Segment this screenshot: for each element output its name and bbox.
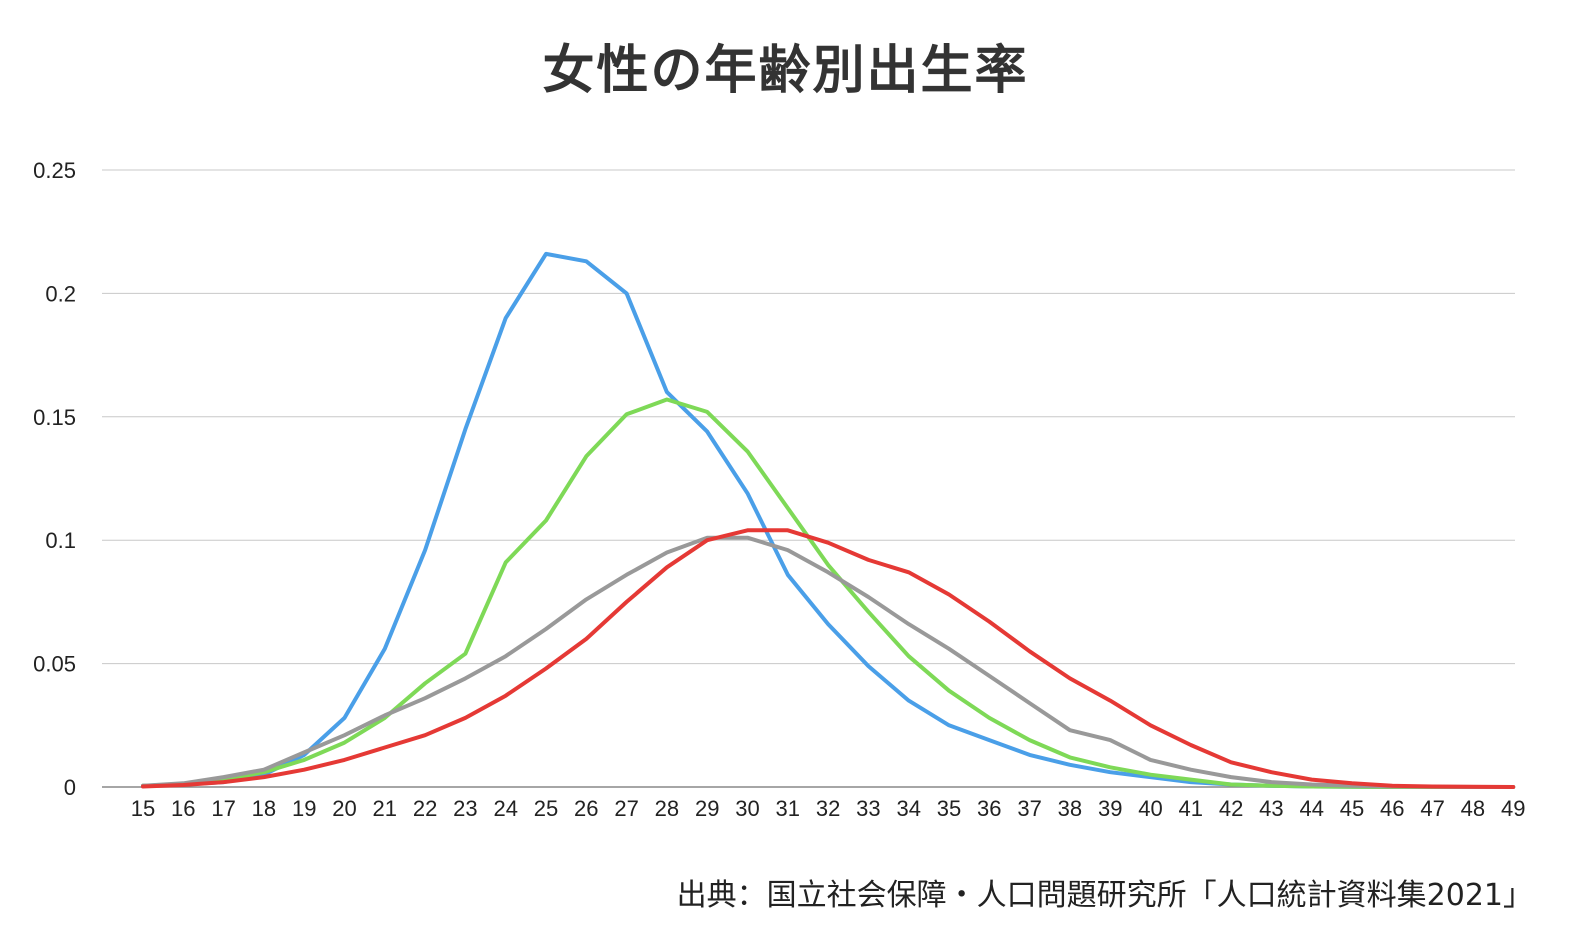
x-tick-label: 45 bbox=[1340, 796, 1364, 821]
x-tick-label: 29 bbox=[695, 796, 719, 821]
x-tick-label: 49 bbox=[1501, 796, 1525, 821]
series-line-2 bbox=[141, 397, 1516, 789]
x-tick-label: 40 bbox=[1138, 796, 1162, 821]
x-tick-label: 42 bbox=[1219, 796, 1243, 821]
x-tick-label: 30 bbox=[735, 796, 759, 821]
x-tick-label: 48 bbox=[1461, 796, 1485, 821]
y-tick-label: 0.05 bbox=[33, 652, 76, 677]
grid-lines bbox=[102, 169, 1515, 788]
x-tick-label: 28 bbox=[655, 796, 679, 821]
y-axis-ticks: 0 0.05 0.1 0.15 0.2 0.25 bbox=[33, 158, 76, 800]
source-note: 出典：国立社会保障・人口問題研究所「人口統計資料集2021」 bbox=[676, 878, 1533, 913]
x-tick-label: 16 bbox=[171, 796, 195, 821]
series-lines bbox=[141, 251, 1516, 789]
x-tick-label: 17 bbox=[211, 796, 235, 821]
x-tick-label: 27 bbox=[614, 796, 638, 821]
series-line-3 bbox=[141, 535, 1516, 789]
x-tick-label: 23 bbox=[453, 796, 477, 821]
chart-title: 女性の年齢別出生率 bbox=[542, 41, 1029, 101]
x-tick-label: 38 bbox=[1058, 796, 1082, 821]
x-tick-label: 39 bbox=[1098, 796, 1122, 821]
x-tick-label: 46 bbox=[1380, 796, 1404, 821]
x-tick-label: 26 bbox=[574, 796, 598, 821]
x-tick-label: 44 bbox=[1299, 796, 1323, 821]
x-tick-label: 32 bbox=[816, 796, 840, 821]
x-tick-label: 15 bbox=[131, 796, 155, 821]
x-tick-label: 24 bbox=[493, 796, 517, 821]
x-tick-label: 19 bbox=[292, 796, 316, 821]
x-tick-label: 36 bbox=[977, 796, 1001, 821]
y-tick-label: 0 bbox=[64, 775, 76, 800]
x-tick-label: 34 bbox=[896, 796, 920, 821]
x-tick-label: 21 bbox=[373, 796, 397, 821]
y-tick-label: 0.2 bbox=[45, 281, 76, 306]
x-tick-label: 20 bbox=[332, 796, 356, 821]
x-tick-label: 18 bbox=[252, 796, 276, 821]
x-tick-label: 41 bbox=[1179, 796, 1203, 821]
y-tick-label: 0.15 bbox=[33, 405, 76, 430]
x-tick-label: 25 bbox=[534, 796, 558, 821]
series-line-1 bbox=[141, 251, 1516, 789]
x-tick-label: 22 bbox=[413, 796, 437, 821]
y-tick-label: 0.1 bbox=[45, 528, 76, 553]
x-tick-label: 37 bbox=[1017, 796, 1041, 821]
x-tick-label: 31 bbox=[776, 796, 800, 821]
x-tick-label: 43 bbox=[1259, 796, 1283, 821]
x-tick-label: 35 bbox=[937, 796, 961, 821]
x-axis-ticks: 15 16 17 18 19 20 21 22 23 24 25 26 27 28 29 30 31 32 33 34… bbox=[131, 796, 1526, 821]
y-tick-label: 0.25 bbox=[33, 158, 76, 183]
x-tick-label: 47 bbox=[1420, 796, 1444, 821]
series-line-4 bbox=[141, 528, 1516, 789]
x-tick-label: 33 bbox=[856, 796, 880, 821]
